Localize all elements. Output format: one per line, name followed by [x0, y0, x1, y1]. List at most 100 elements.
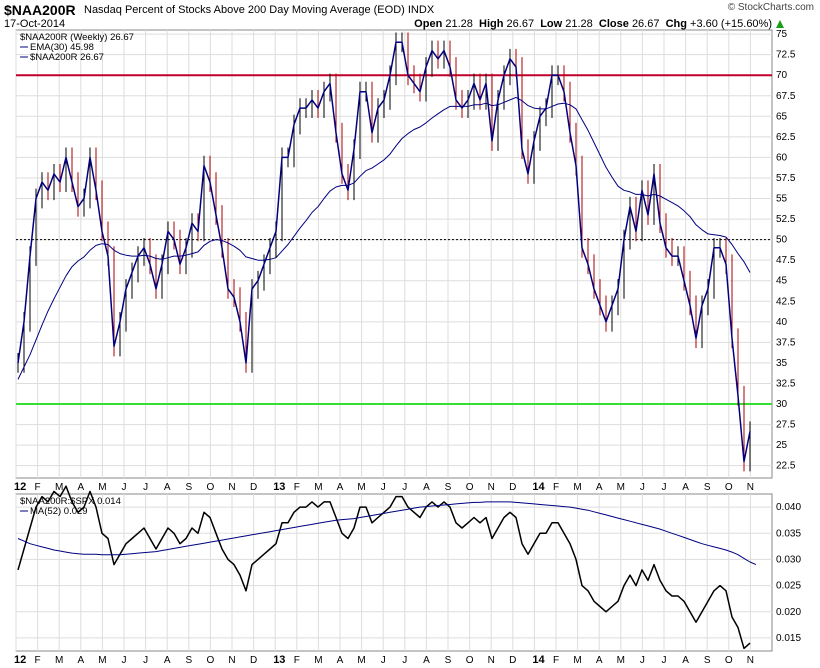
- x-tick-label: F: [294, 655, 300, 666]
- y-tick-label: 30: [776, 399, 788, 410]
- open-value: 21.28: [445, 18, 473, 30]
- x-tick-label: M: [98, 655, 106, 666]
- x-tick-label: A: [164, 482, 171, 493]
- x-tick-label: M: [573, 482, 581, 493]
- x-tick-label: N: [747, 482, 754, 493]
- series-line-1: [17, 501, 757, 566]
- x-tick-label: A: [77, 482, 84, 493]
- x-tick-label: O: [207, 655, 215, 666]
- x-tick-label: S: [185, 655, 192, 666]
- x-tick-label: D: [509, 655, 516, 666]
- x-tick-label: O: [466, 655, 474, 666]
- x-tick-label: N: [488, 655, 495, 666]
- x-tick-label: J: [143, 655, 148, 666]
- y-tick-label: 75: [776, 29, 788, 40]
- ohlc-readout: Open 21.28 High 26.67 Low 21.28 Close 26…: [414, 18, 772, 30]
- x-tick-label: M: [314, 655, 322, 666]
- y-tick-label: 50: [776, 235, 788, 246]
- x-tick-label: J: [122, 482, 127, 493]
- x-tick-label: S: [445, 482, 452, 493]
- y-tick-label: 0.030: [776, 554, 801, 565]
- y-tick-label: 0.020: [776, 607, 801, 618]
- x-tick-label: J: [381, 482, 386, 493]
- x-tick-label: 12: [14, 481, 26, 493]
- y-tick-label: 32.5: [776, 378, 796, 389]
- x-tick-label: A: [682, 482, 689, 493]
- y-tick-label: 0.040: [776, 502, 801, 513]
- y-tick-label: 47.5: [776, 255, 796, 266]
- chg-label: Chg: [665, 18, 687, 30]
- x-tick-label: M: [573, 655, 581, 666]
- x-tick-label: F: [553, 655, 559, 666]
- ratio-panel: 12 F M A M J J A S O N D 13 F M A M J J A S O N D 14 F M A M J J A S O N 0.…: [14, 485, 801, 666]
- high-value: 26.67: [506, 18, 535, 30]
- brand-logo[interactable]: © StockCharts.com: [727, 2, 814, 13]
- x-tick-label: A: [164, 655, 171, 666]
- legend-entry: $NAA200R 26.67: [30, 52, 104, 63]
- y-tick-label: 37.5: [776, 337, 796, 348]
- x-tick-label: M: [357, 482, 365, 493]
- y-tick-label: 40: [776, 317, 788, 328]
- y-tick-label: 72.5: [776, 50, 796, 61]
- chart-symbol: $NAA200R: [4, 2, 76, 18]
- chart-date: 17-Oct-2014: [4, 18, 66, 30]
- y-tick-label: 62.5: [776, 132, 796, 143]
- chg-value: +3.60 (+15.60%): [690, 18, 772, 30]
- x-tick-label: J: [662, 482, 667, 493]
- y-tick-label: 70: [776, 70, 788, 81]
- x-tick-label: F: [294, 482, 300, 493]
- y-tick-label: 22.5: [776, 461, 796, 472]
- series-line-1: [17, 96, 751, 380]
- x-tick-label: M: [98, 482, 106, 493]
- legend-entry: $NAA200R:$SPX 0.014: [20, 496, 121, 507]
- x-tick-label: M: [314, 482, 322, 493]
- y-tick-label: 57.5: [776, 173, 796, 184]
- x-tick-label: F: [553, 482, 559, 493]
- y-tick-label: 25: [776, 440, 788, 451]
- y-tick-label: 42.5: [776, 296, 796, 307]
- y-tick-label: 0.015: [776, 633, 801, 644]
- x-tick-label: M: [617, 482, 625, 493]
- x-tick-label: D: [250, 655, 257, 666]
- x-tick-label: S: [704, 482, 711, 493]
- x-tick-label: D: [250, 482, 257, 493]
- x-tick-label: 12: [14, 654, 26, 666]
- plot-frame: [15, 29, 773, 479]
- x-tick-label: F: [35, 482, 41, 493]
- x-tick-label: 14: [532, 481, 545, 493]
- close-label: Close: [598, 18, 629, 30]
- x-tick-label: J: [402, 655, 407, 666]
- x-tick-label: O: [466, 482, 474, 493]
- y-tick-label: 67.5: [776, 91, 796, 102]
- y-tick-label: 0.035: [776, 528, 801, 539]
- x-tick-label: A: [77, 655, 84, 666]
- x-tick-label: A: [682, 655, 689, 666]
- description-text: Nasdaq Percent of Stocks Above 200 Day M…: [84, 4, 405, 16]
- x-tick-label: M: [55, 482, 63, 493]
- y-tick-label: 45: [776, 276, 788, 287]
- high-label: High: [479, 18, 504, 30]
- x-tick-label: 13: [273, 654, 285, 666]
- x-tick-label: J: [381, 655, 386, 666]
- x-tick-label: J: [640, 482, 645, 493]
- series-line-0: [17, 41, 751, 463]
- x-tick-label: A: [337, 655, 344, 666]
- x-tick-label: S: [445, 655, 452, 666]
- x-tick-label: A: [596, 482, 603, 493]
- y-tick-label: 27.5: [776, 420, 796, 431]
- up-arrow-icon: [776, 20, 784, 28]
- x-tick-label: A: [596, 655, 603, 666]
- y-tick-label: 35: [776, 358, 788, 369]
- exchange-label: INDX: [407, 4, 435, 16]
- x-tick-label: J: [640, 655, 645, 666]
- x-tick-label: 13: [273, 481, 285, 493]
- x-tick-label: A: [423, 655, 430, 666]
- x-tick-label: M: [357, 655, 365, 666]
- x-tick-label: S: [704, 655, 711, 666]
- x-tick-label: J: [662, 655, 667, 666]
- y-tick-label: 65: [776, 111, 788, 122]
- x-tick-label: 14: [532, 654, 545, 666]
- legend-entry: $NAA200R (Weekly) 26.67: [20, 32, 134, 43]
- y-tick-label: 52.5: [776, 214, 796, 225]
